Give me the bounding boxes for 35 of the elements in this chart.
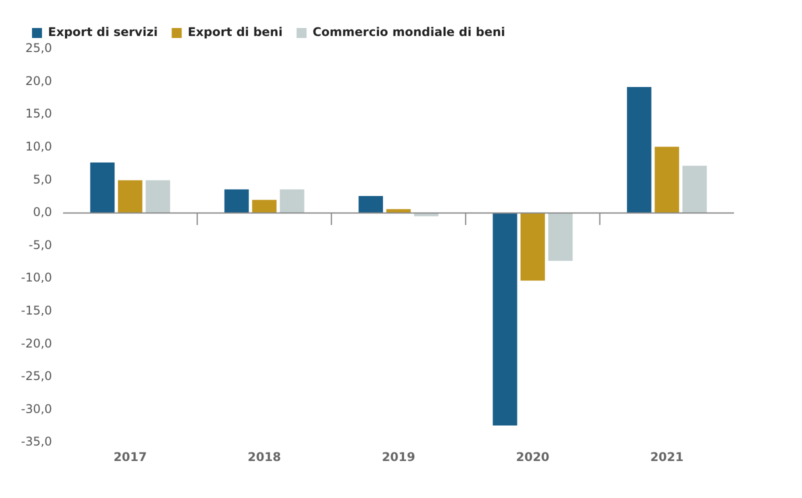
bar — [414, 213, 438, 216]
bar — [654, 146, 680, 213]
y-tick-label: 15,0 — [25, 106, 52, 121]
bar — [224, 189, 249, 213]
x-tick-label: 2020 — [516, 450, 550, 464]
y-tick-label: -25,0 — [20, 369, 52, 384]
bar — [626, 87, 652, 213]
y-tick-label: 5,0 — [32, 172, 52, 186]
x-tick-label: 2019 — [382, 450, 416, 464]
y-tick-label: 20,0 — [25, 74, 52, 88]
bar — [358, 196, 383, 213]
y-tick-label: -15,0 — [20, 304, 52, 318]
bar — [146, 180, 170, 213]
y-tick-label: 10,0 — [25, 140, 52, 154]
bar — [548, 213, 573, 261]
y-tick-label: -20,0 — [20, 336, 52, 350]
y-tick-label: -30,0 — [20, 402, 52, 416]
y-tick-label: -10,0 — [20, 270, 52, 285]
legend-label: Export di beni — [188, 25, 283, 40]
x-tick-label: 2018 — [248, 450, 282, 464]
y-tick-label: -35,0 — [20, 434, 52, 449]
bar — [90, 162, 115, 213]
bar — [492, 213, 518, 426]
bar — [252, 200, 277, 213]
legend-label: Commercio mondiale di beni — [312, 25, 506, 40]
legend-label: Export di servizi — [48, 25, 158, 40]
x-tick-label: 2017 — [113, 450, 147, 464]
bar — [280, 189, 304, 213]
bar — [682, 166, 707, 213]
bar — [118, 180, 142, 213]
y-tick-label: 25,0 — [25, 41, 52, 56]
y-tick-label: 0,0 — [32, 205, 52, 220]
bar — [520, 213, 545, 281]
x-tick-label: 2021 — [650, 450, 684, 464]
y-tick-label: -5,0 — [28, 238, 52, 252]
